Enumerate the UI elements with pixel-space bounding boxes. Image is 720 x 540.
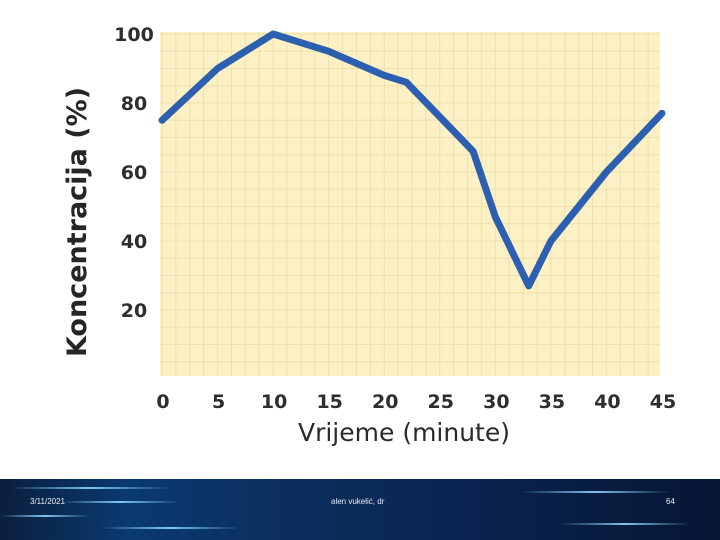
footer-date: 3/11/2021 [30,497,65,506]
series-line [158,30,666,290]
y-tick-label: 80 [121,93,147,115]
chart: 100 80 60 40 20 0 5 10 15 20 25 30 35 40 45 Vrijeme (… [62,24,676,447]
x-tick-label: 20 [372,391,398,413]
x-tick-label: 35 [539,391,565,413]
footer-streak [520,491,670,493]
footer-streak [0,515,90,517]
grid [160,32,660,376]
x-axis-ticks: 0 5 10 15 20 25 30 35 40 45 [156,391,676,413]
x-tick-label: 10 [261,391,287,413]
x-tick-label: 5 [212,391,225,413]
footer-streak [100,527,240,529]
y-tick-label: 20 [121,300,147,322]
footer-page-number: 64 [666,497,675,506]
x-tick-label: 40 [594,391,620,413]
x-tick-label: 30 [483,391,509,413]
footer-bar: 3/11/2021 alen vukelić, dr 64 [0,479,720,540]
x-tick-label: 15 [316,391,342,413]
x-tick-label: 45 [650,391,676,413]
footer-streak [60,501,180,503]
footer-streak [560,523,690,525]
y-tick-label: 60 [121,162,147,184]
footer-author: alen vukelić, dr [331,497,385,506]
x-axis-title: Vrijeme (minute) [298,418,510,447]
x-tick-label: 25 [428,391,454,413]
series [158,30,666,290]
footer-streak [10,487,170,489]
x-tick-label: 0 [156,391,169,413]
y-tick-label: 100 [114,24,154,46]
y-axis-ticks: 100 80 60 40 20 [114,24,154,322]
y-axis-title: Koncentracija (%) [62,87,93,357]
y-tick-label: 40 [121,231,147,253]
